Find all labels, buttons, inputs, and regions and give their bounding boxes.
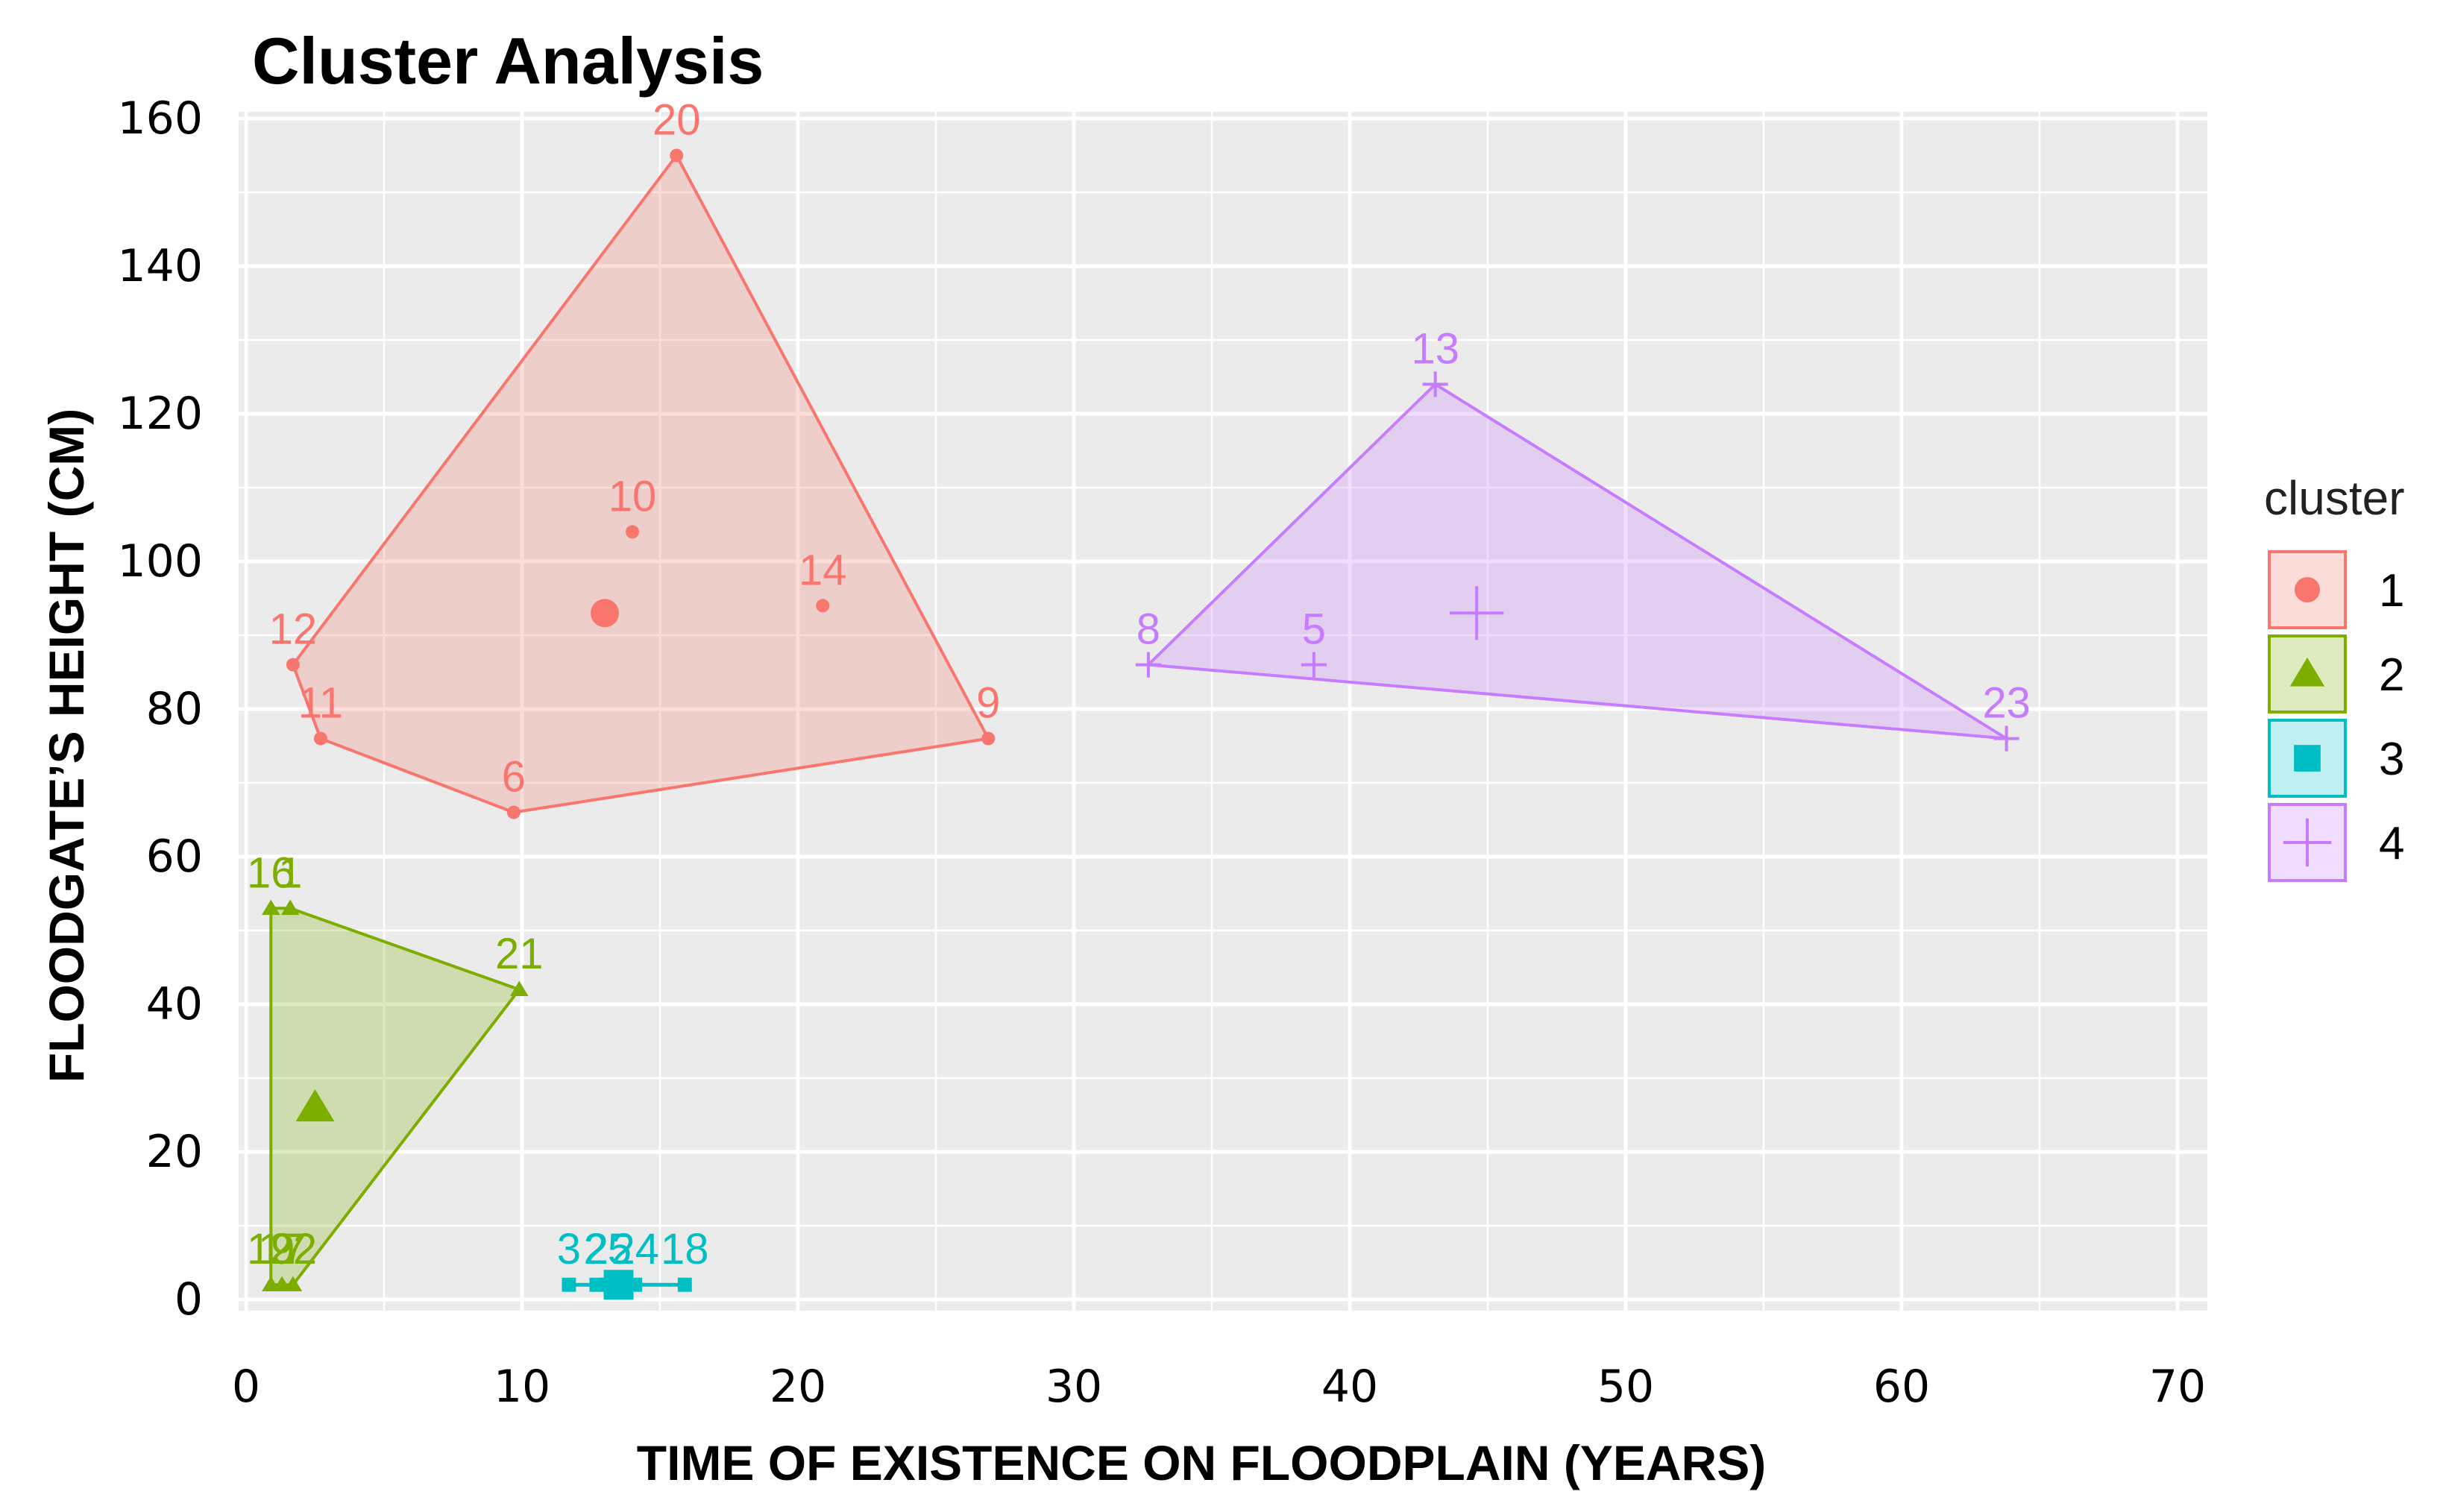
y-tick-label: 160 [117,92,203,145]
x-tick-label: 40 [1321,1361,1378,1413]
point-label: 23 [1982,679,2031,728]
data-point-1-20 [670,148,684,163]
y-axis-title: FLOODGATE’S HEIGHT (CM) [39,409,94,1083]
data-point-1-11 [313,731,327,746]
cluster-hull-4 [1145,382,2007,740]
point-label: 10 [609,472,657,520]
legend-marker-2 [2289,657,2325,687]
data-point-3-3 [562,1277,576,1292]
y-tick-label: 120 [117,388,203,440]
x-tick-labels: 0 10 20 30 40 50 60 70 [232,1361,2206,1413]
data-point-2-16 [262,899,280,916]
legend-marker-1 [2295,577,2320,602]
cluster-centroid-4 [1450,586,1504,640]
legend-marker-4 [2283,818,2332,867]
point-label: 6 [502,753,526,801]
legend-title: cluster [2264,471,2405,525]
point-label: 9 [976,679,1000,728]
data-point-1-6 [506,805,521,819]
point-label: 22 [269,1225,318,1273]
cluster-centroid-1 [591,599,619,628]
y-tick-label: 140 [117,240,203,292]
data-point-1-9 [981,731,996,746]
cluster-centroid-2 [295,1089,335,1122]
point-label: 21 [495,930,544,978]
x-tick-label: 60 [1873,1361,1930,1413]
legend-label-3: 3 [2379,734,2404,785]
data-point-3-18 [677,1277,692,1292]
point-label: 24 [611,1225,659,1273]
legend: cluster 1 2 3 4 [2264,471,2405,882]
point-label: 1 [278,848,302,897]
data-point-2-22 [283,1276,303,1291]
point-label: 25 [583,1225,632,1273]
data-point-4-23 [1993,725,2019,752]
plot-panel [239,112,2207,1311]
point-label: 14 [799,546,847,594]
legend-label-1: 1 [2379,565,2404,617]
point-label: 17 [258,1225,306,1273]
legend-marker-3 [2294,745,2321,772]
data-point-2-21 [510,980,529,996]
data-point-4-13 [1422,371,1448,397]
x-tick-label: 20 [770,1361,826,1413]
legend-label-2: 2 [2379,649,2404,701]
x-tick-label: 10 [494,1361,550,1413]
point-label: 12 [269,605,318,654]
point-label: 20 [653,96,701,145]
chart-title: Cluster Analysis [252,24,764,98]
point-label: 11 [298,679,343,728]
data-point-1-12 [286,658,300,672]
point-label: 13 [1411,324,1459,373]
point-label: 8 [1136,605,1160,654]
y-tick-label: 80 [146,683,203,735]
y-tick-label: 100 [117,535,203,588]
legend-label-4: 4 [2379,818,2404,869]
grid-lines [239,112,2207,1311]
point-label: 2 [585,1225,609,1273]
data-points [262,148,2019,1300]
point-label: 5 [1302,605,1326,654]
x-axis-title: TIME OF EXISTENCE ON FLOODPLAIN (YEARS) [637,1435,1766,1490]
y-tick-label: 60 [146,831,203,883]
point-label: 18 [661,1225,709,1273]
cluster-hulls [269,152,2007,1287]
y-tick-label: 0 [174,1273,203,1326]
data-point-4-8 [1135,652,1161,678]
cluster-hull-1 [291,152,991,814]
point-label: 16 [247,848,295,897]
x-tick-label: 30 [1046,1361,1102,1413]
data-point-1-14 [816,599,830,613]
x-tick-label: 50 [1597,1361,1654,1413]
y-tick-labels: 0 20 40 60 80 100 120 140 160 [117,92,203,1326]
y-tick-label: 40 [146,978,203,1030]
point-label: 19 [247,1225,295,1273]
data-point-4-5 [1301,652,1327,678]
point-label: 3 [557,1225,581,1273]
cluster-centroid-3 [603,1270,634,1300]
x-tick-label: 0 [232,1361,260,1413]
data-point-2-1 [280,899,300,916]
legend-key-1 [2268,550,2347,629]
data-point-1-10 [626,525,639,539]
x-tick-label: 70 [2149,1361,2206,1413]
data-point-3-2 [589,1277,604,1292]
y-tick-label: 20 [146,1126,203,1178]
